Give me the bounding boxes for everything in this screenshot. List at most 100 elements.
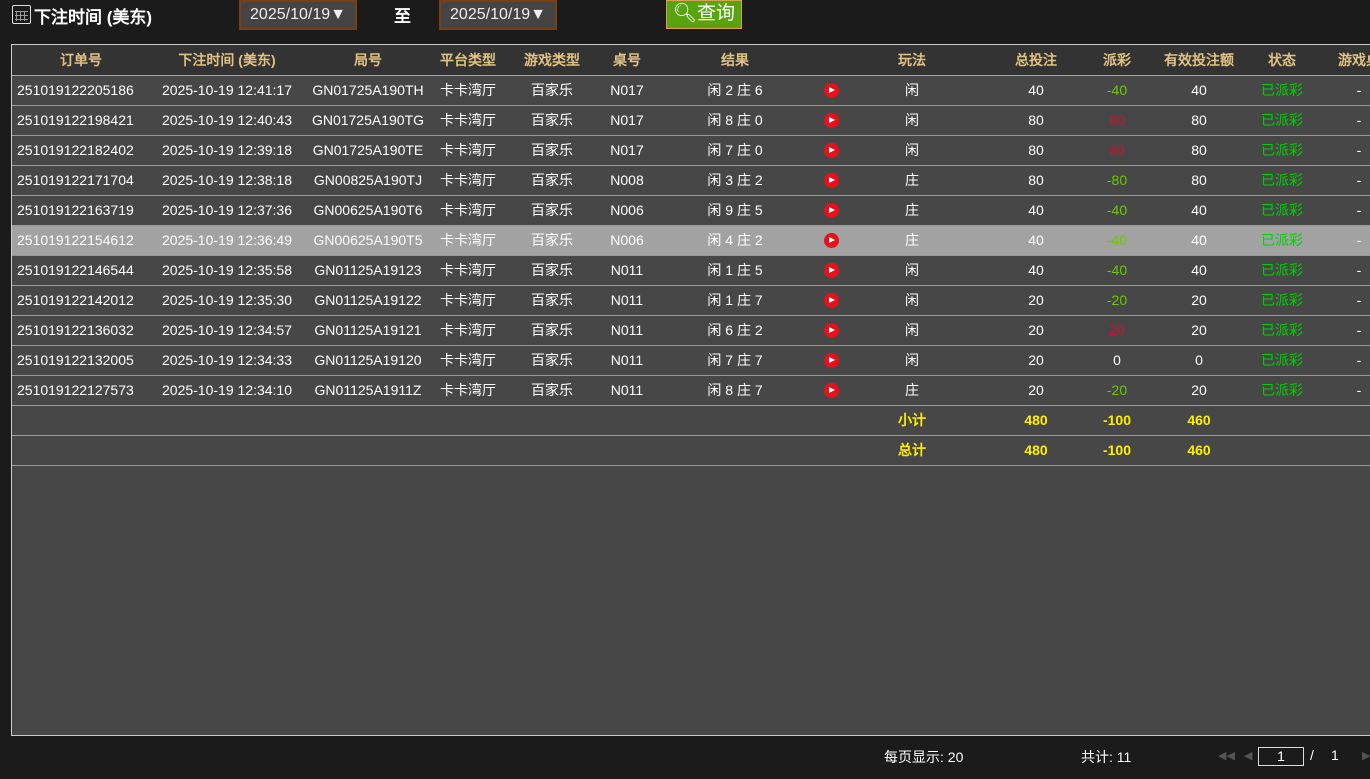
empty-cell xyxy=(816,405,846,436)
page-input[interactable]: 1 xyxy=(1258,747,1304,766)
replay-cell xyxy=(816,105,846,136)
order-id: 251019122182402 xyxy=(12,135,150,166)
order-id: 251019122205186 xyxy=(12,75,150,106)
column-header xyxy=(816,45,846,76)
status: 已派彩 xyxy=(1258,315,1306,346)
replay-cell xyxy=(816,375,846,406)
empty-cell xyxy=(1306,405,1370,436)
valid-bet: 40 xyxy=(1140,195,1258,226)
game-type: 百家乐 xyxy=(504,75,600,106)
total-payout: -100 xyxy=(1094,435,1140,466)
empty-cell xyxy=(654,435,816,466)
bet-time: 2025-10-19 12:35:30 xyxy=(150,285,304,316)
calendar-icon xyxy=(12,5,31,24)
search-icon: 🔍︎ xyxy=(672,3,698,24)
column-header: 总投注 xyxy=(978,45,1094,76)
payout: 20 xyxy=(1094,315,1140,346)
bet-time: 2025-10-19 12:41:17 xyxy=(150,75,304,106)
column-header: 有效投注额 xyxy=(1140,45,1258,76)
total-row: 总计 480 -100 460 xyxy=(12,435,1370,466)
play-video-icon[interactable] xyxy=(823,143,839,159)
round-id: GN01125A19121 xyxy=(304,315,432,346)
table-header: 订单号 下注时间 (美东) 局号 平台类型 游戏类型 桌号 结果 玩法 总投注 派彩 有效投注额 状态… xyxy=(12,45,1370,76)
bet-time: 2025-10-19 12:37:36 xyxy=(150,195,304,226)
play-video-icon[interactable] xyxy=(823,293,839,309)
filter-label: 下注时间 (美东) xyxy=(34,8,153,27)
replay-cell xyxy=(816,135,846,166)
payout: -80 xyxy=(1094,165,1140,196)
bet-type: 闲 xyxy=(846,75,978,106)
bet-time: 2025-10-19 12:36:49 xyxy=(150,225,304,256)
valid-bet: 80 xyxy=(1140,105,1258,136)
play-video-icon[interactable] xyxy=(823,353,839,369)
empty-cell xyxy=(12,405,150,436)
empty-cell xyxy=(504,405,600,436)
table-no: N006 xyxy=(600,225,654,256)
table-row[interactable]: 251019122205186 2025-10-19 12:41:17 GN0172… xyxy=(12,75,1370,106)
play-video-icon[interactable] xyxy=(823,323,839,339)
status: 已派彩 xyxy=(1258,255,1306,286)
bet-time: 2025-10-19 12:34:10 xyxy=(150,375,304,406)
play-video-icon[interactable] xyxy=(823,173,839,189)
query-button[interactable]: 🔍︎查询 xyxy=(666,0,742,29)
date-to-select[interactable]: 2025/10/19▼ xyxy=(439,0,557,30)
round-id: GN01125A1911Z xyxy=(304,375,432,406)
order-id: 251019122163719 xyxy=(12,195,150,226)
round-id: GN01125A19123 xyxy=(304,255,432,286)
empty-cell xyxy=(1258,405,1306,436)
play-video-icon[interactable] xyxy=(823,203,839,219)
total-bet: 80 xyxy=(978,105,1094,136)
filter-bar: 下注时间 (美东) 2025/10/19▼ 至 2025/10/19▼ 🔍︎查询 xyxy=(0,0,1370,40)
table-row[interactable]: 251019122142012 2025-10-19 12:35:30 GN0112… xyxy=(12,285,1370,316)
status: 已派彩 xyxy=(1258,225,1306,256)
payout: 0 xyxy=(1094,345,1140,376)
play-video-icon[interactable] xyxy=(823,263,839,279)
play-video-icon[interactable] xyxy=(823,233,839,249)
bet-type: 闲 xyxy=(846,105,978,136)
result: 闲 9 庄 5 xyxy=(654,195,816,226)
first-page-icon[interactable]: ◀◀ xyxy=(1218,750,1235,762)
play-video-icon[interactable] xyxy=(823,383,839,399)
table-row[interactable]: 251019122127573 2025-10-19 12:34:10 GN0112… xyxy=(12,375,1370,406)
table-row[interactable]: 251019122132005 2025-10-19 12:34:33 GN0112… xyxy=(12,345,1370,376)
table-row[interactable]: 251019122198421 2025-10-19 12:40:43 GN0172… xyxy=(12,105,1370,136)
table-no: N017 xyxy=(600,135,654,166)
payout: 80 xyxy=(1094,135,1140,166)
play-video-icon[interactable] xyxy=(823,113,839,129)
table-row[interactable]: 251019122182402 2025-10-19 12:39:18 GN0172… xyxy=(12,135,1370,166)
status: 已派彩 xyxy=(1258,105,1306,136)
play-video-icon[interactable] xyxy=(823,83,839,99)
date-from-select[interactable]: 2025/10/19▼ xyxy=(239,0,357,30)
subtotal-payout: -100 xyxy=(1094,405,1140,436)
empty-cell xyxy=(432,435,504,466)
result: 闲 8 庄 0 xyxy=(654,105,816,136)
platform: 卡卡湾厅 xyxy=(432,345,504,376)
bet-time: 2025-10-19 12:39:18 xyxy=(150,135,304,166)
column-header: 订单号 xyxy=(12,45,150,76)
prev-page-icon[interactable]: ◀ xyxy=(1244,750,1253,762)
total-bet: 40 xyxy=(978,75,1094,106)
empty-cell xyxy=(1306,435,1370,466)
status: 已派彩 xyxy=(1258,135,1306,166)
platform: 卡卡湾厅 xyxy=(432,285,504,316)
round-id: GN01725A190TH xyxy=(304,75,432,106)
empty-cell xyxy=(600,405,654,436)
platform: 卡卡湾厅 xyxy=(432,375,504,406)
next-page-icon[interactable]: ▶ xyxy=(1362,750,1370,762)
platform: 卡卡湾厅 xyxy=(432,195,504,226)
bet-time: 2025-10-19 12:38:18 xyxy=(150,165,304,196)
game-table: - xyxy=(1306,75,1370,106)
total-bet: 20 xyxy=(978,285,1094,316)
bet-type: 闲 xyxy=(846,285,978,316)
status: 已派彩 xyxy=(1258,345,1306,376)
table-row[interactable]: 251019122163719 2025-10-19 12:37:36 GN0062… xyxy=(12,195,1370,226)
game-type: 百家乐 xyxy=(504,315,600,346)
page-sep: / xyxy=(1310,747,1314,763)
table-row[interactable]: 251019122146544 2025-10-19 12:35:58 GN0112… xyxy=(12,255,1370,286)
bet-table-container: 订单号 下注时间 (美东) 局号 平台类型 游戏类型 桌号 结果 玩法 总投注 派彩 有效投注额 状态… xyxy=(11,44,1370,736)
table-row[interactable]: 251019122154612 2025-10-19 12:36:49 GN0062… xyxy=(12,225,1370,256)
game-table: - xyxy=(1306,285,1370,316)
table-row[interactable]: 251019122136032 2025-10-19 12:34:57 GN0112… xyxy=(12,315,1370,346)
platform: 卡卡湾厅 xyxy=(432,75,504,106)
table-row[interactable]: 251019122171704 2025-10-19 12:38:18 GN0082… xyxy=(12,165,1370,196)
